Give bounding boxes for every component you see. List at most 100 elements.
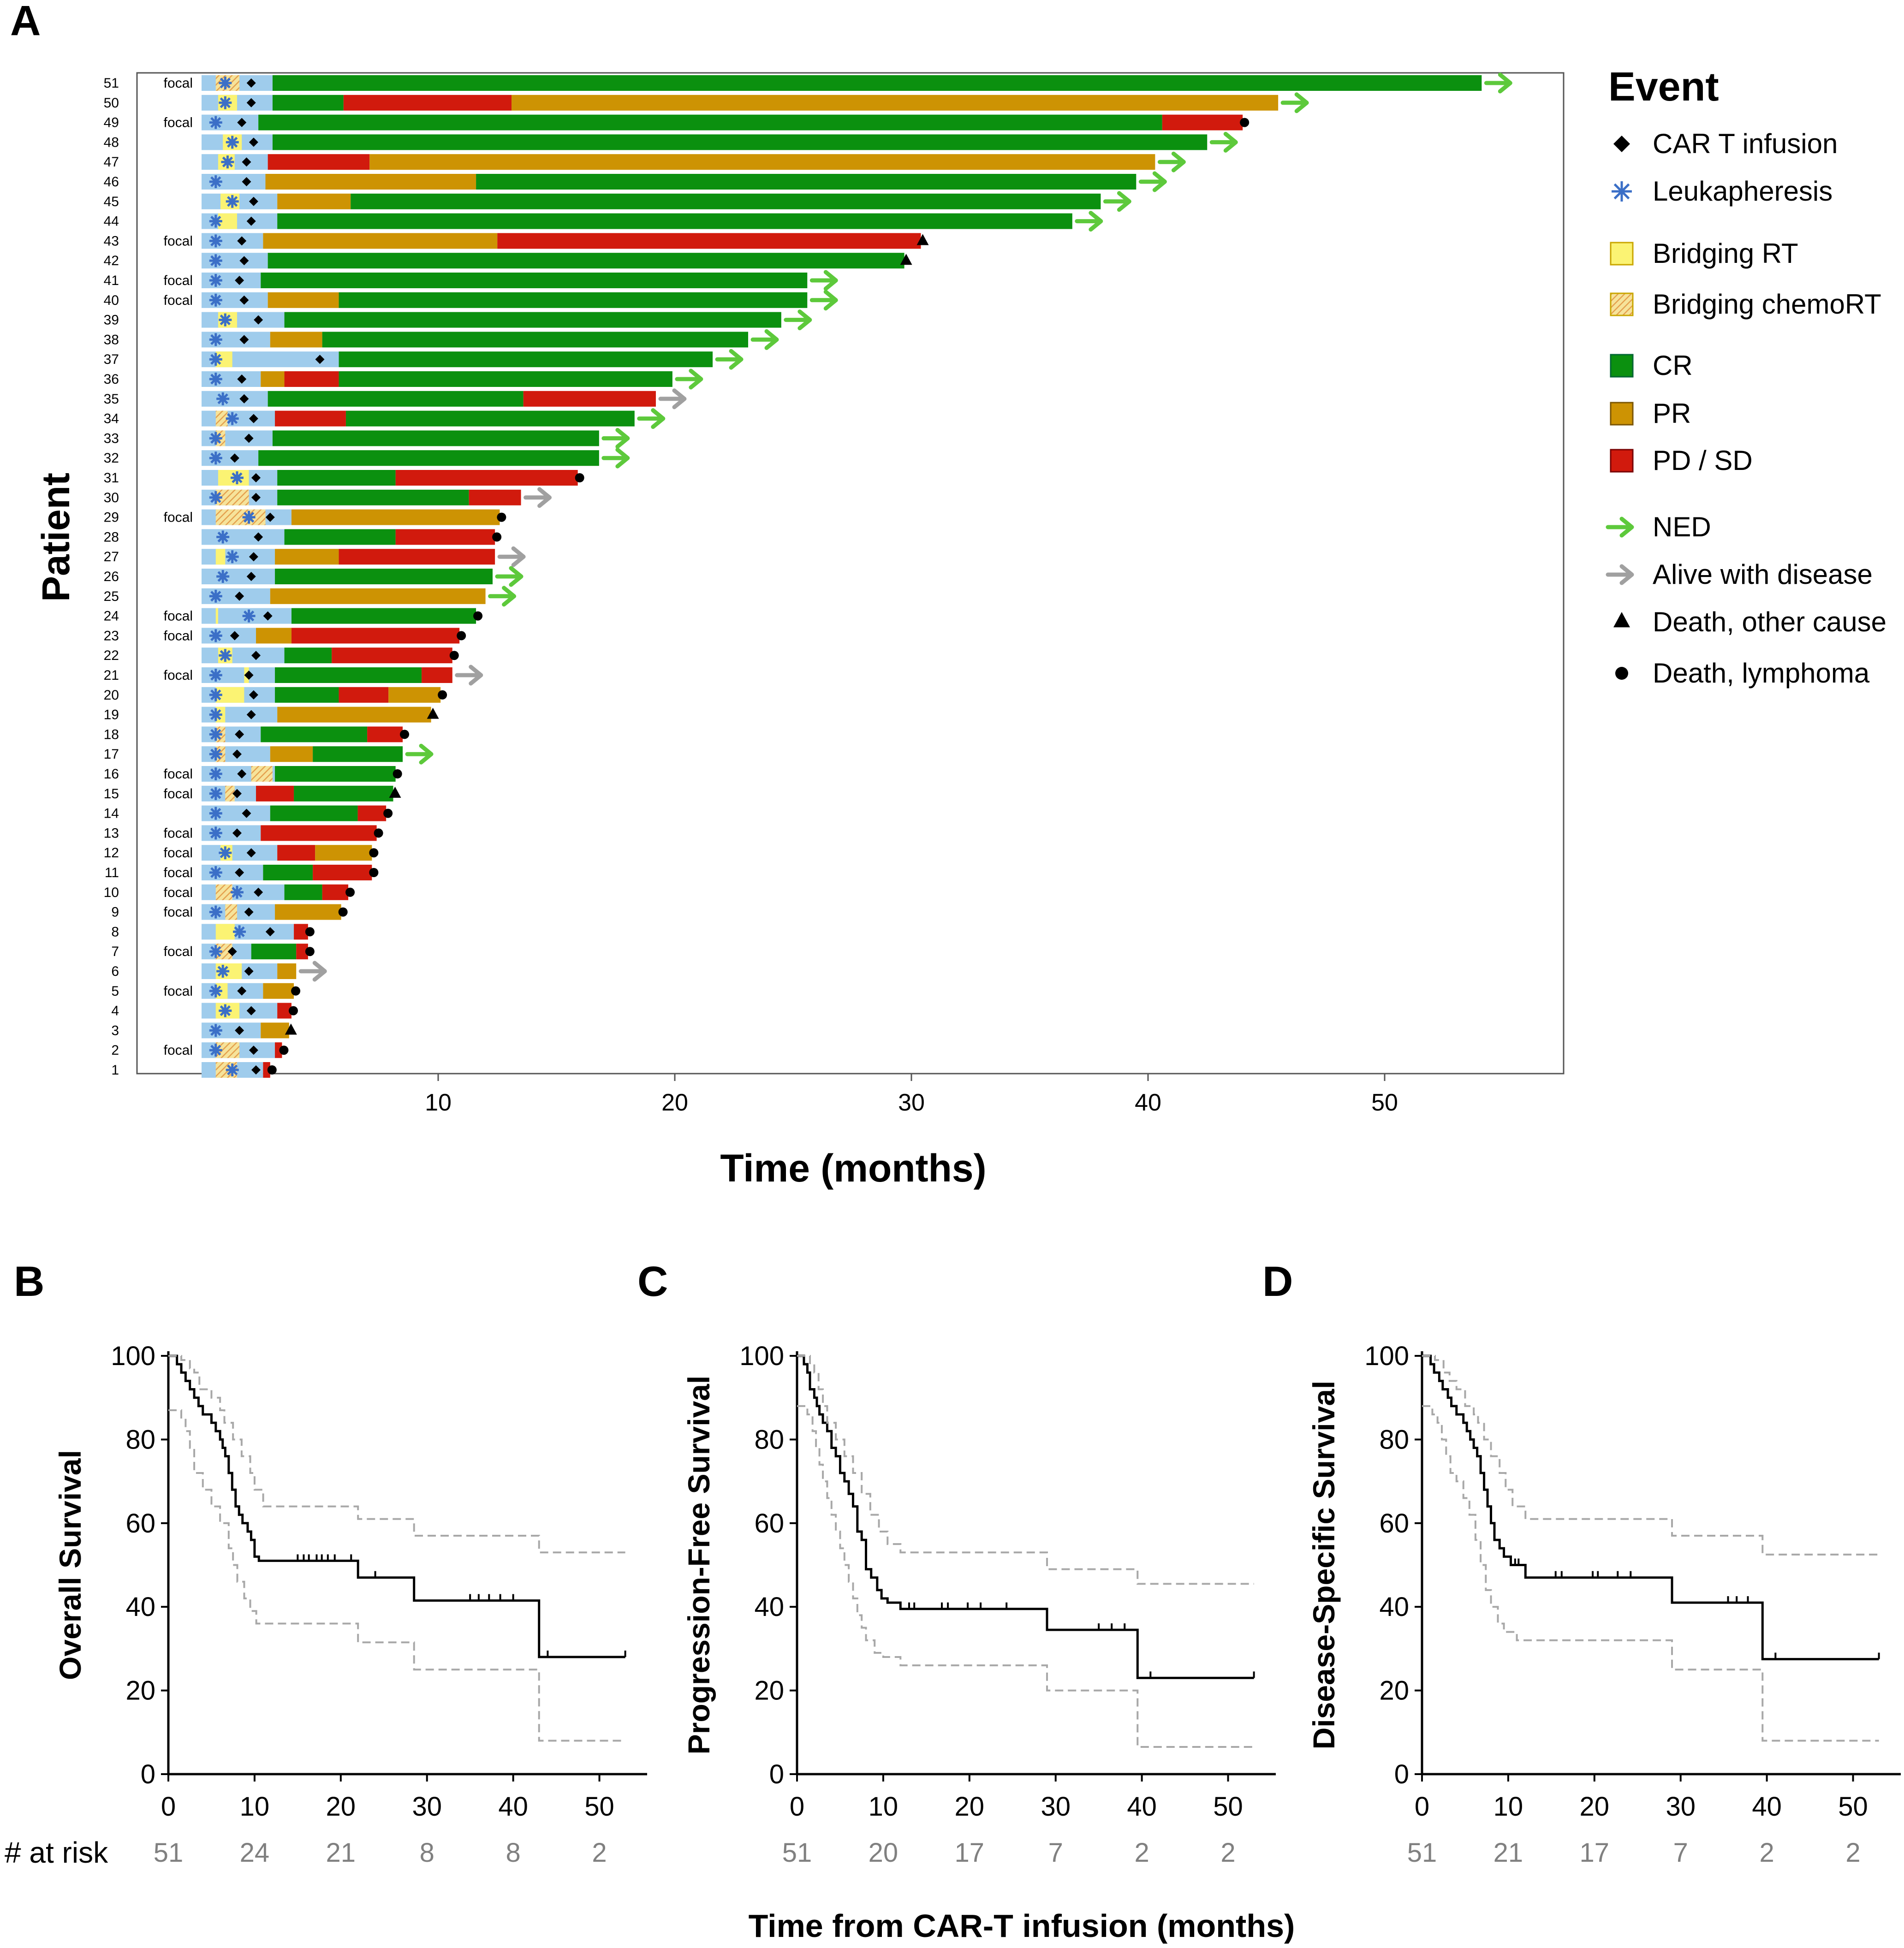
km-ci-line <box>797 1355 1254 1585</box>
pd-segment <box>357 805 387 821</box>
cr-segment <box>261 726 368 742</box>
km-y-tick-label: 40 <box>125 1592 155 1622</box>
km-y-tick-label: 60 <box>1379 1509 1409 1538</box>
legend-label: CAR T infusion <box>1653 128 1838 159</box>
leukapheresis-marker <box>226 195 239 208</box>
focal-label: focal <box>164 510 193 525</box>
cr-segment <box>284 312 781 328</box>
pr-segment <box>315 845 372 861</box>
death-lymphoma-marker <box>497 512 506 522</box>
legend-label: Bridging RT <box>1653 238 1798 269</box>
patient-id-label: 24 <box>104 609 119 624</box>
km-at-risk-value: 2 <box>1135 1838 1149 1868</box>
leukapheresis-marker <box>209 491 222 504</box>
patient-row: 14 <box>104 805 393 821</box>
patient-row: 7 focal <box>111 944 315 960</box>
car-t-marker <box>237 769 247 778</box>
km-at-risk-value: 8 <box>420 1838 434 1868</box>
car-t-marker <box>242 808 251 818</box>
cr-segment <box>339 351 713 368</box>
leukapheresis-marker <box>226 1063 239 1076</box>
car-t-marker <box>239 335 249 344</box>
pd-segment <box>422 667 452 683</box>
death-lymphoma-marker <box>575 473 584 482</box>
km-x-tick-label: 50 <box>1213 1792 1243 1822</box>
patient-row: 19 <box>104 707 439 723</box>
swimmer-x-tick-label: 10 <box>425 1089 452 1116</box>
ned-arrow <box>750 329 779 350</box>
death-other-marker <box>916 234 929 245</box>
pr-segment <box>263 983 294 999</box>
pd-segment <box>277 845 315 861</box>
pr-segment <box>270 746 313 762</box>
death-lymphoma-marker <box>369 868 379 877</box>
car-t-marker <box>246 572 256 581</box>
km-y-tick-label: 80 <box>754 1425 784 1455</box>
cr-segment <box>291 608 476 624</box>
car-t-marker <box>315 355 325 364</box>
legend-item-ned: NED <box>1606 511 1711 542</box>
patient-row: 2 focal <box>111 1042 289 1058</box>
km-x-tick-label: 30 <box>1041 1792 1071 1822</box>
patient-id-label: 38 <box>104 332 119 347</box>
death-lymphoma-marker <box>338 907 348 917</box>
patient-id-label: 19 <box>104 707 119 723</box>
leukapheresis-marker <box>216 570 230 583</box>
patient-row: 3 <box>111 1022 297 1039</box>
patient-id-label: 29 <box>104 510 119 525</box>
leukapheresis-marker <box>209 1024 222 1037</box>
leukapheresis-marker <box>209 767 222 780</box>
alive-with-disease-arrow <box>658 388 687 410</box>
pd-segment <box>256 785 294 802</box>
car-t-marker <box>232 828 242 838</box>
car-t-marker <box>246 98 256 107</box>
death-lymphoma-marker <box>345 887 355 897</box>
km-estimate-line <box>1422 1354 1879 1661</box>
cr-segment <box>268 253 904 269</box>
km-y-tick-label: 100 <box>111 1341 155 1371</box>
patient-row: 45 <box>104 191 1131 212</box>
cr-segment <box>339 371 672 387</box>
car-t-marker <box>249 690 258 700</box>
patient-row: 10 focal <box>104 884 355 900</box>
km-y-tick-label: 60 <box>125 1509 155 1538</box>
pr-segment <box>512 95 1279 111</box>
km-at-risk-value: 20 <box>869 1838 898 1868</box>
km-x-tick-label: 20 <box>326 1792 356 1822</box>
patient-row: 42 <box>104 253 912 269</box>
focal-label: focal <box>164 609 193 624</box>
km-at-risk-value: 51 <box>154 1838 184 1868</box>
swimmer-plot-frame <box>136 72 1565 1075</box>
pd-segment <box>339 687 389 703</box>
panel-label-c: C <box>637 1258 668 1305</box>
cr-segment <box>268 391 524 407</box>
car-t-marker <box>242 157 251 167</box>
km-estimate-line <box>797 1354 1254 1679</box>
death-lymphoma-marker <box>305 947 315 956</box>
ned-arrow <box>715 349 744 370</box>
patient-id-label: 30 <box>104 490 119 505</box>
leukapheresis-marker <box>209 373 222 386</box>
legend-item-dlym: Death, lymphoma <box>1615 658 1870 689</box>
km-at-risk-value: 2 <box>592 1838 607 1868</box>
km-y-tick-label: 0 <box>769 1759 784 1789</box>
cr-segment <box>275 569 493 584</box>
patient-id-label: 18 <box>104 727 119 742</box>
car-t-marker <box>246 216 256 226</box>
car-t-marker <box>239 394 249 404</box>
cr-segment <box>277 213 1072 229</box>
ned-arrow <box>601 428 630 449</box>
patient-id-label: 35 <box>104 392 119 407</box>
pretreatment-bar <box>202 391 268 407</box>
patient-id-label: 14 <box>104 806 119 821</box>
death-lymphoma-marker <box>291 986 301 996</box>
patient-id-label: 26 <box>104 569 119 584</box>
death-lymphoma-marker <box>374 828 383 838</box>
legend-label: CR <box>1653 350 1693 381</box>
patient-row: 16 focal <box>104 766 402 782</box>
swimmer-legend: Event CAR T infusion Leukapheresis Bridgin… <box>1606 64 1886 689</box>
ned-arrow <box>1138 171 1167 192</box>
focal-label: focal <box>164 865 193 880</box>
